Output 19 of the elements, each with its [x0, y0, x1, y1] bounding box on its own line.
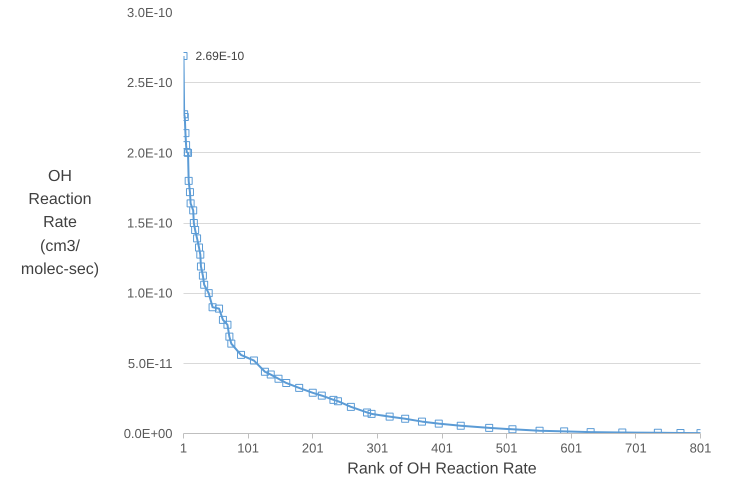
y-tick-label: 1.0E-10 — [126, 286, 173, 301]
x-tick-label: 101 — [237, 440, 259, 456]
x-tick-label: 201 — [302, 440, 324, 456]
x-tick-label: 801 — [690, 440, 712, 456]
y-tick-label: 5.0E-11 — [128, 356, 173, 371]
x-tick-label: 401 — [431, 440, 453, 456]
x-tick-label: 501 — [496, 440, 518, 456]
x-tick-label: 1 — [180, 440, 188, 456]
y-tick-label: 2.5E-10 — [126, 75, 173, 90]
x-tick-label: 301 — [366, 440, 388, 456]
y-tick-label: 2.0E-10 — [126, 145, 173, 160]
x-tick-label: 601 — [560, 440, 582, 456]
y-tick-label: 3.0E-10 — [126, 5, 173, 20]
data-label: 2.69E-10 — [196, 49, 245, 64]
y-axis-title: OH Reaction Rate (cm3/ molec-sec) — [20, 167, 100, 280]
x-tick-label: 701 — [625, 440, 647, 456]
x-axis-title: Rank of OH Reaction Rate — [347, 460, 537, 478]
y-tick-label: 1.5E-10 — [126, 216, 173, 230]
y-tick-label: 0.0E+00 — [124, 426, 172, 441]
